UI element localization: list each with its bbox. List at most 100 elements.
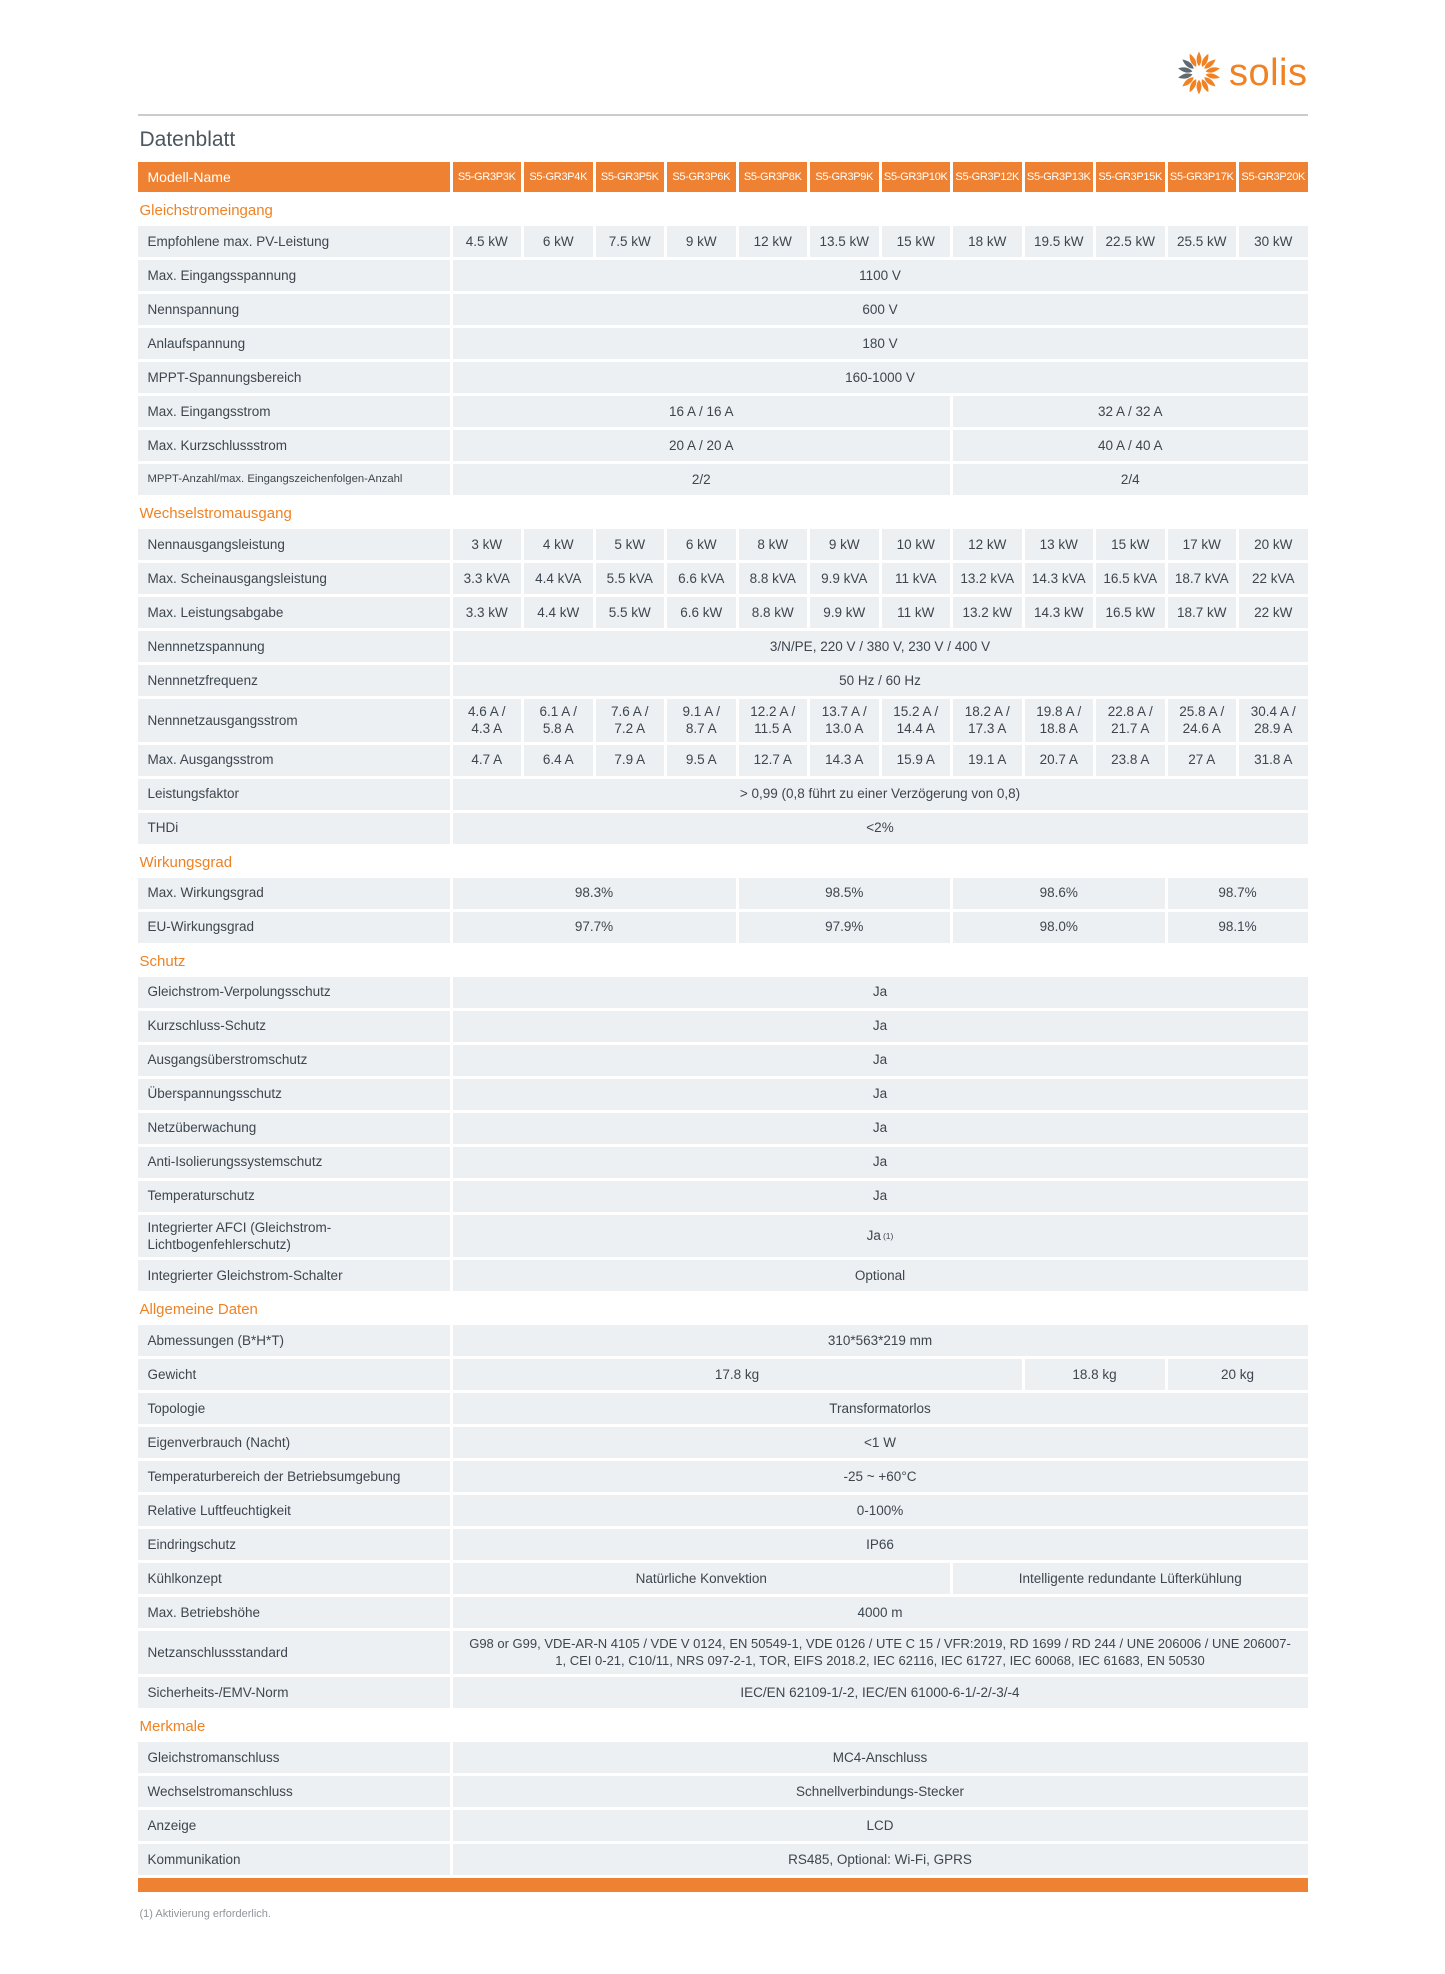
spec-row-label: Netzüberwachung (137, 1112, 450, 1144)
spec-row-label: Integrierter AFCI (Gleichstrom- Lichtbog… (137, 1214, 450, 1258)
spec-value-cell: > 0,99 (0,8 führt zu einer Verzögerung v… (452, 778, 1308, 810)
spec-value-cell: 25.8 A / 24.6 A (1167, 699, 1236, 742)
spec-row-label: Nennnetzausgangsstrom (137, 699, 450, 742)
spec-row-label: Anzeige (137, 1810, 450, 1842)
spec-value-cell: 13.7 A / 13.0 A (810, 699, 879, 742)
model-header-cell: S5-GR3P20K (1239, 162, 1308, 192)
bottom-accent-bar (137, 1878, 1308, 1893)
spec-value-cell: 4.4 kVA (524, 563, 593, 594)
spec-value-cell: <1 W (452, 1427, 1308, 1459)
spec-value-cell: Ja (452, 1146, 1308, 1178)
spec-row-label: Sicherheits-/EMV-Norm (137, 1677, 450, 1709)
spec-row-label: Temperaturschutz (137, 1180, 450, 1212)
spec-value-cell: 0-100% (452, 1495, 1308, 1527)
spec-value-cell: 8.8 kW (738, 597, 807, 628)
spec-row-label: Gleichstromanschluss (137, 1742, 450, 1774)
spec-value-cell: 13.2 kW (953, 597, 1022, 628)
spec-value-cell: 20.7 A (1024, 744, 1093, 776)
spec-value-cell: 18 kW (953, 226, 1022, 257)
spec-value-cell: 23.8 A (1096, 744, 1165, 776)
spec-value-cell: 97.9% (738, 911, 950, 943)
spec-row-label: Integrierter Gleichstrom-Schalter (137, 1260, 450, 1292)
spec-row: Ausgangsüberstromschutz Ja (137, 1044, 1308, 1076)
spec-value-cell: 22.5 kW (1096, 226, 1165, 257)
spec-row: Temperaturbereich der Betriebsumgebung -2… (137, 1461, 1308, 1493)
spec-value-cell: 15 kW (881, 226, 950, 257)
spec-row-label: Max. Scheinausgangsleistung (137, 563, 450, 594)
spec-value-cell: LCD (452, 1810, 1308, 1842)
spec-value-cell: 97.7% (452, 911, 736, 943)
spec-value-cell: Ja (452, 1180, 1308, 1212)
spec-value-cell: 98.1% (1167, 911, 1308, 943)
spec-row: Eindringschutz IP66 (137, 1529, 1308, 1561)
model-header-cell: S5-GR3P6K (667, 162, 736, 192)
spec-value-cell: 9 kW (810, 529, 879, 560)
spec-value-cell: -25 ~ +60°C (452, 1461, 1308, 1493)
spec-value-cell: 98.6% (953, 877, 1165, 909)
spec-value-cell: 5.5 kVA (595, 563, 664, 594)
header-bar: solis (138, 48, 1308, 98)
spec-value-cell: 12 kW (738, 226, 807, 257)
spec-value-cell: IEC/EN 62109-1/-2, IEC/EN 61000-6-1/-2/-… (452, 1677, 1308, 1709)
spec-value-cell: Ja (452, 976, 1308, 1008)
spec-row-label: Gleichstrom-Verpolungsschutz (137, 976, 450, 1008)
spec-value-cell: 19.5 kW (1024, 226, 1093, 257)
spec-row-label: Anti-Isolierungssystemschutz (137, 1146, 450, 1178)
spec-value-cell: 3.3 kW (452, 597, 521, 628)
spec-value-cell: 14.3 A (810, 744, 879, 776)
spec-value-cell: 20 A / 20 A (452, 430, 950, 461)
spec-value-cell: 8 kW (738, 529, 807, 560)
spec-value-cell: 13.2 kVA (953, 563, 1022, 594)
spec-value-cell: 9.9 kW (810, 597, 879, 628)
spec-value-cell: 15 kW (1096, 529, 1165, 560)
spec-value-cell: 11 kVA (881, 563, 950, 594)
spec-value-cell: 18.2 A / 17.3 A (953, 699, 1022, 742)
spec-value-cell: 17.8 kg (452, 1359, 1022, 1391)
top-divider (137, 114, 1308, 116)
spec-row: Anti-Isolierungssystemschutz Ja (137, 1146, 1308, 1178)
spec-value-cell: MC4-Anschluss (452, 1742, 1308, 1774)
spec-value-cell: 2/2 (452, 464, 950, 495)
spec-value-cell: 14.3 kW (1024, 597, 1093, 628)
spec-row-label: MPPT-Anzahl/max. Eingangszeichenfolgen-A… (137, 464, 450, 495)
spec-value-cell: 5.5 kW (595, 597, 664, 628)
spec-row-label: Nennausgangsleistung (137, 529, 450, 560)
spec-row-label: Kühlkonzept (137, 1563, 450, 1595)
model-header-cell: S5-GR3P5K (595, 162, 664, 192)
spec-row-label: Nennnetzspannung (137, 631, 450, 662)
spec-row-label: Max. Ausgangsstrom (137, 744, 450, 776)
spec-value-cell: 16.5 kVA (1096, 563, 1165, 594)
spec-value-cell: 15.2 A / 14.4 A (881, 699, 950, 742)
page-title: Datenblatt (139, 128, 236, 151)
spec-row: Integrierter Gleichstrom-Schalter Optiona… (137, 1260, 1308, 1292)
spec-value-cell: 98.7% (1167, 877, 1308, 909)
spec-value-cell: 600 V (452, 294, 1308, 325)
spec-value-cell: Ja (452, 1112, 1308, 1144)
spec-value-cell: 11 kW (881, 597, 950, 628)
spec-row-label: Nennspannung (137, 294, 450, 325)
spec-value-cell: 3 kW (452, 529, 521, 560)
spec-row: Nennausgangsleistung 3 kW 4 kW 5 kW 6 kW 8 kW… (137, 529, 1308, 560)
spec-value-cell: 9.5 A (667, 744, 736, 776)
spec-value-cell: 18.7 kW (1167, 597, 1236, 628)
spec-value-cell: 14.3 kVA (1024, 563, 1093, 594)
spec-value-cell: Ja (1) (452, 1214, 1308, 1258)
spec-value-cell: Ja (452, 1044, 1308, 1076)
spec-row: Abmessungen (B*H*T) 310*563*219 mm (137, 1325, 1308, 1357)
spec-value-cell: 6.1 A / 5.8 A (524, 699, 593, 742)
spec-value-cell: <2% (452, 812, 1308, 844)
model-header-cell: S5-GR3P8K (738, 162, 807, 192)
spec-value-cell: Natürliche Konvektion (452, 1563, 950, 1595)
model-header-cell: S5-GR3P3K (452, 162, 521, 192)
spec-value-cell: 13 kW (1024, 529, 1093, 560)
spec-value-cell: 16 A / 16 A (452, 396, 950, 427)
spec-value-cell: 8.8 kVA (738, 563, 807, 594)
model-header-cell: S5-GR3P15K (1096, 162, 1165, 192)
spec-row-label: Abmessungen (B*H*T) (137, 1325, 450, 1357)
spec-value-cell: IP66 (452, 1529, 1308, 1561)
spec-value-cell: 15.9 A (881, 744, 950, 776)
spec-row-label: Kurzschluss-Schutz (137, 1010, 450, 1042)
section-title: Wirkungsgrad (139, 853, 233, 871)
model-header-cell: S5-GR3P9K (810, 162, 879, 192)
spec-value-cell: 30.4 A / 28.9 A (1239, 699, 1308, 742)
